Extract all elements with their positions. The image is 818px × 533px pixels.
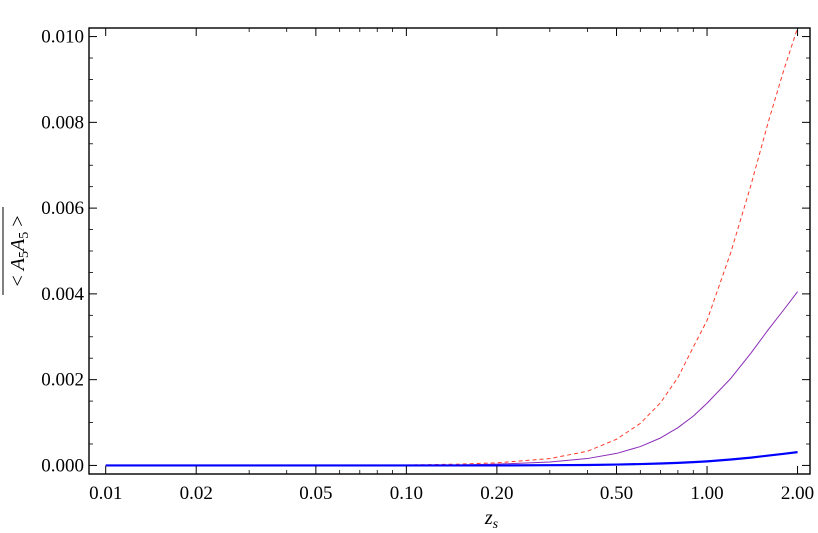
x-tick-label: 0.20 — [480, 483, 513, 504]
y-tick-label: 0.008 — [41, 112, 84, 133]
series-line-1 — [105, 27, 799, 466]
y-tick-label: 0.000 — [41, 455, 84, 476]
x-tick-label: 0.02 — [180, 483, 213, 504]
x-tick-label: 1.00 — [690, 483, 723, 504]
y-axis-label: < A5A5 > — [2, 207, 32, 295]
series-line-2 — [105, 291, 798, 466]
y-axis-label-text: < A5A5 > — [7, 216, 32, 287]
x-tick-label: 0.01 — [89, 483, 122, 504]
y-tick-label: 0.004 — [41, 284, 84, 305]
x-tick-label: 2.00 — [781, 483, 814, 504]
y-tick-label: 0.002 — [41, 370, 84, 391]
x-tick-label: 0.05 — [299, 483, 332, 504]
y-tick-label: 0.006 — [41, 198, 84, 219]
series-line-3 — [105, 451, 798, 467]
x-tick-label: 0.10 — [390, 483, 423, 504]
plot-area-border — [88, 27, 811, 475]
y-tick-label: 0.010 — [41, 27, 84, 48]
tick-group: 0.01 0.02 0.05 0.10 0.20 0.50 1.00 2.00 0.000 0.0… — [41, 27, 814, 504]
x-tick-label: 0.50 — [600, 483, 633, 504]
x-axis-label: zs — [484, 507, 499, 532]
plot-frame — [88, 27, 811, 475]
series-group — [105, 27, 799, 467]
